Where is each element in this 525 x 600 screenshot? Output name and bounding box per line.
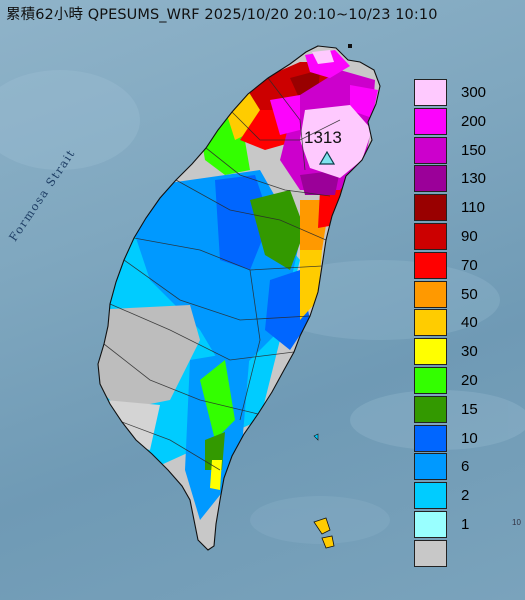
legend-label: 6 xyxy=(461,458,470,476)
triangle-icon xyxy=(319,151,335,165)
legend-swatch xyxy=(414,453,447,481)
islet xyxy=(313,433,319,441)
legend-swatch xyxy=(414,79,447,106)
map-title: 累積62小時 QPESUMS_WRF 2025/10/20 20:10~10/2… xyxy=(6,7,438,23)
legend-swatch xyxy=(414,165,447,193)
legend-label: 70 xyxy=(461,256,478,274)
legend-label: 1 xyxy=(461,516,470,533)
legend-swatch xyxy=(414,367,447,394)
legend-swatch xyxy=(414,539,447,567)
rainfall-legend: 300 200 150 130 110 90 70 50 40 30 20 15 10 6 2 1 xyxy=(414,79,514,569)
legend-swatch xyxy=(414,280,447,308)
green-island xyxy=(313,517,331,535)
legend-label: 20 xyxy=(461,372,478,389)
legend-label: 150 xyxy=(461,141,487,159)
legend-label: 110 xyxy=(461,199,485,217)
legend-swatch xyxy=(414,309,447,337)
legend-swatch xyxy=(414,395,447,423)
legend-label: 40 xyxy=(461,314,478,332)
legend-label: 10 xyxy=(461,429,478,447)
county-borders xyxy=(103,77,341,471)
legend-label: 90 xyxy=(461,228,478,245)
legend-swatch xyxy=(414,251,447,279)
legend-label: 15 xyxy=(461,400,478,418)
legend-swatch xyxy=(414,136,447,164)
legend-swatch xyxy=(414,424,447,452)
legend-swatch xyxy=(414,223,447,250)
legend-label: 30 xyxy=(461,343,478,361)
legend-swatch xyxy=(414,482,447,510)
corner-mark: 10 xyxy=(512,518,521,527)
legend-label: 130 xyxy=(461,170,487,188)
legend-label: 2 xyxy=(461,487,470,505)
legend-swatch xyxy=(414,194,447,222)
orchid-island xyxy=(321,535,335,549)
legend-swatch xyxy=(414,107,447,135)
island-outline xyxy=(97,45,381,551)
legend-label: 300 xyxy=(461,84,487,101)
legend-swatch xyxy=(414,338,447,366)
legend-label: 200 xyxy=(461,112,487,130)
legend-swatch xyxy=(414,511,447,538)
legend-label: 50 xyxy=(461,285,478,303)
rainfall-zones xyxy=(98,50,378,520)
islet xyxy=(348,44,352,48)
max-rainfall-label: 1313 xyxy=(304,128,342,147)
